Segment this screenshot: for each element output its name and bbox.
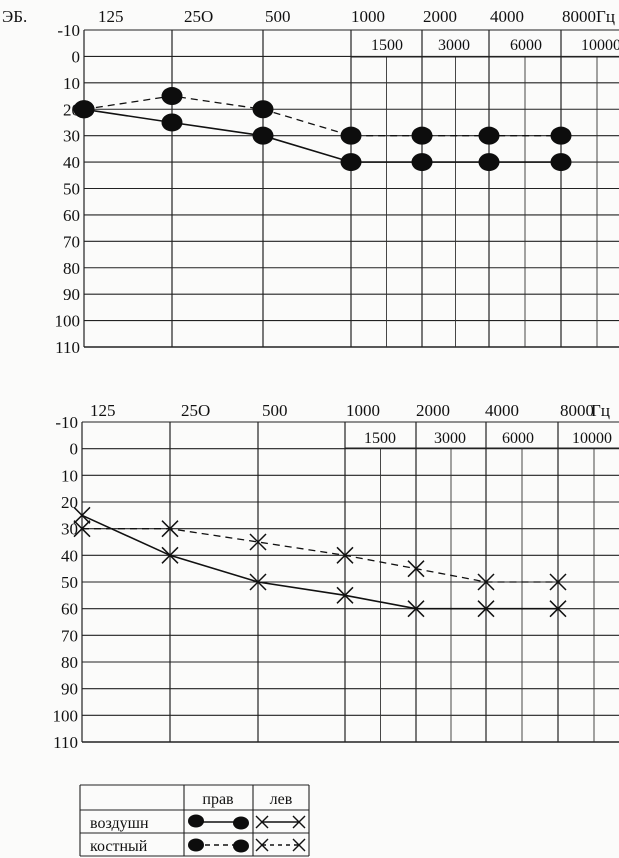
y-tick-label: 40 bbox=[63, 153, 80, 172]
y-tick-label: 100 bbox=[53, 706, 79, 725]
y-tick-label: -10 bbox=[55, 413, 78, 432]
data-point-cross bbox=[161, 546, 179, 564]
x-tick-label: 125 bbox=[90, 401, 116, 420]
y-tick-label: 70 bbox=[61, 626, 78, 645]
x-tick-label: 25О bbox=[184, 7, 213, 26]
x-mid-tick-label: 6000 bbox=[502, 430, 534, 447]
legend-row-bone: костный bbox=[90, 838, 148, 855]
y-tick-label: 20 bbox=[61, 493, 78, 512]
data-point-cross bbox=[249, 573, 267, 591]
x-mid-tick-label: 6000 bbox=[510, 37, 542, 54]
x-mid-tick-label: 1500 bbox=[364, 430, 396, 447]
y-tick-label: 10 bbox=[63, 74, 80, 93]
y-tick-label: 0 bbox=[70, 440, 79, 459]
data-point-circle bbox=[252, 100, 274, 119]
data-point-circle bbox=[340, 153, 362, 172]
audiogram-right-ear: ЭБ. 125 25О 500 1000 2000 4000 8000 Гц-100102030… bbox=[2, 7, 619, 357]
data-point-circle bbox=[73, 100, 95, 119]
data-point-cross bbox=[336, 546, 354, 564]
x-tick-label: 25О bbox=[181, 401, 210, 420]
y-tick-label: 50 bbox=[61, 573, 78, 592]
y-tick-label: 60 bbox=[61, 600, 78, 619]
x-tick-label: 2000 bbox=[416, 401, 450, 420]
data-point-circle bbox=[161, 113, 183, 132]
x-tick-label: 1000 bbox=[351, 7, 385, 26]
data-point-cross bbox=[549, 573, 567, 591]
data-point-circle bbox=[411, 153, 433, 172]
data-point-circle bbox=[411, 126, 433, 145]
y-tick-label: 30 bbox=[61, 520, 78, 539]
y-tick-label: 30 bbox=[63, 127, 80, 146]
x-tick-label: 8000 bbox=[560, 401, 594, 420]
data-point-cross bbox=[73, 520, 91, 538]
x-mid-tick-label: 10000 bbox=[572, 430, 612, 447]
data-point-cross bbox=[161, 520, 179, 538]
data-point-cross bbox=[407, 600, 425, 618]
x-unit-label: Гц bbox=[591, 401, 610, 420]
data-point-cross bbox=[407, 560, 425, 578]
data-point-circle bbox=[550, 126, 572, 145]
y-tick-label: 110 bbox=[55, 338, 80, 357]
legend-marker-cross bbox=[292, 815, 306, 829]
legend-marker-circle bbox=[233, 816, 249, 830]
data-point-cross bbox=[477, 573, 495, 591]
legend-marker-circle bbox=[188, 838, 204, 852]
y-tick-label: 80 bbox=[61, 653, 78, 672]
y-tick-label: 0 bbox=[72, 47, 81, 66]
legend-table: прав лев воздушн костный bbox=[79, 784, 310, 857]
legend-header-left: лев bbox=[270, 791, 293, 808]
y-tick-label: 10 bbox=[61, 466, 78, 485]
legend-row-air: воздушн bbox=[90, 815, 149, 832]
y-tick-label: 100 bbox=[55, 312, 81, 331]
x-tick-label: 4000 bbox=[490, 7, 524, 26]
corner-label: ЭБ. bbox=[2, 7, 27, 26]
y-tick-label: 70 bbox=[63, 232, 80, 251]
x-tick-label: 500 bbox=[265, 7, 291, 26]
legend-header-right: прав bbox=[202, 791, 234, 808]
y-tick-label: 60 bbox=[63, 206, 80, 225]
legend-marker-cross bbox=[255, 815, 269, 829]
y-tick-label: 110 bbox=[53, 733, 78, 752]
data-point-cross bbox=[73, 506, 91, 524]
data-point-circle bbox=[340, 126, 362, 145]
x-tick-label: 500 bbox=[262, 401, 288, 420]
data-point-cross bbox=[477, 600, 495, 618]
legend-marker-circle bbox=[188, 814, 204, 828]
x-mid-tick-label: 10000 bbox=[581, 37, 619, 54]
x-mid-tick-label: 3000 bbox=[434, 430, 466, 447]
x-mid-tick-label: 1500 bbox=[371, 37, 403, 54]
legend-marker-circle bbox=[233, 839, 249, 853]
data-point-circle bbox=[252, 126, 274, 145]
x-mid-tick-label: 3000 bbox=[438, 37, 470, 54]
data-point-cross bbox=[549, 600, 567, 618]
legend-marker-cross bbox=[292, 838, 306, 852]
x-tick-label: 4000 bbox=[485, 401, 519, 420]
data-point-cross bbox=[249, 533, 267, 551]
legend-marker-cross bbox=[255, 838, 269, 852]
y-tick-label: 90 bbox=[61, 680, 78, 699]
x-tick-label: 1000 bbox=[346, 401, 380, 420]
x-tick-label: 125 bbox=[98, 7, 124, 26]
y-tick-label: -10 bbox=[57, 21, 80, 40]
data-point-circle bbox=[550, 153, 572, 172]
y-tick-label: 50 bbox=[63, 180, 80, 199]
y-tick-label: 40 bbox=[61, 546, 78, 565]
data-point-circle bbox=[161, 87, 183, 106]
x-unit-label: Гц bbox=[596, 7, 615, 26]
y-tick-label: 90 bbox=[63, 285, 80, 304]
data-point-circle bbox=[478, 126, 500, 145]
x-tick-label: 8000 bbox=[562, 7, 596, 26]
data-point-circle bbox=[478, 153, 500, 172]
data-point-cross bbox=[336, 586, 354, 604]
x-tick-label: 2000 bbox=[423, 7, 457, 26]
y-tick-label: 80 bbox=[63, 259, 80, 278]
